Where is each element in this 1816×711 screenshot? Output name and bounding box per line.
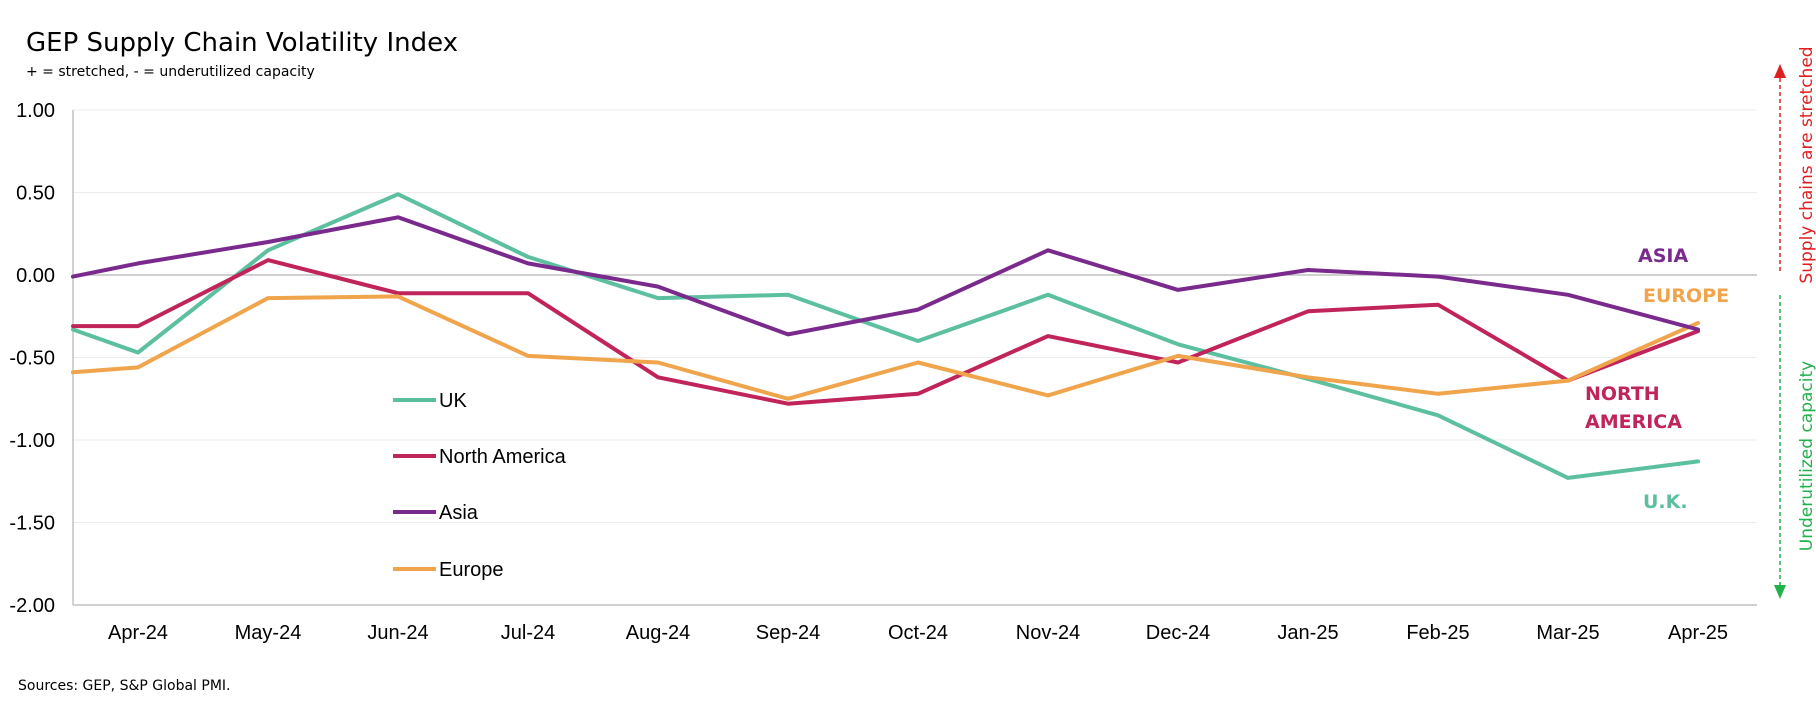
down-arrow-icon [1774, 585, 1786, 599]
x-tick-label: Apr-25 [1668, 622, 1728, 644]
y-tick-label: -1.00 [9, 430, 55, 452]
chart-subtitle: + = stretched, - = underutilized capacit… [26, 64, 315, 80]
y-tick-label: 0.00 [16, 265, 55, 287]
series-line-europe [71, 294, 1700, 401]
grid-lines [73, 109, 1757, 523]
x-tick-label: Jan-25 [1277, 622, 1338, 644]
y-tick-label: -0.50 [9, 348, 55, 370]
x-tick-label: Jul-24 [501, 622, 555, 644]
up-arrow-icon [1774, 64, 1786, 78]
series-line-asia [71, 215, 1700, 337]
x-tick-label: Dec-24 [1146, 622, 1210, 644]
y-tick-label: 1.00 [16, 100, 55, 122]
end-label-uk: U.K. [1643, 491, 1688, 513]
end-label-north-america: NORTH AMERICA [1585, 383, 1682, 433]
side-annotations: Supply chains are stretched Underutilized… [1774, 46, 1816, 599]
y-tick-labels: 1.00 0.50 0.00 -0.50 -1.00 -1.50 -2.00 [9, 100, 55, 617]
legend: UK North America Asia Europe [393, 390, 567, 581]
y-tick-label: 0.50 [16, 183, 55, 205]
end-labels: U.K. NORTH AMERICA ASIA EUROPE [1585, 245, 1729, 513]
x-tick-label: Apr-24 [108, 622, 168, 644]
y-tick-label: -1.50 [9, 513, 55, 535]
x-tick-label: Nov-24 [1016, 622, 1080, 644]
x-tick-label: Sep-24 [756, 622, 821, 644]
x-tick-label: Mar-25 [1536, 622, 1599, 644]
end-label-asia: ASIA [1638, 245, 1688, 267]
x-tick-label: Aug-24 [626, 622, 691, 644]
series-lines [71, 192, 1700, 480]
end-label-europe: EUROPE [1643, 285, 1729, 307]
axes [72, 110, 1757, 606]
x-tick-labels: Apr-24 May-24 Jun-24 Jul-24 Aug-24 Sep-24 Oct-… [108, 622, 1728, 644]
y-tick-label: -2.00 [9, 595, 55, 617]
x-tick-label: May-24 [235, 622, 302, 644]
series-line-north-america [71, 258, 1700, 406]
source-note: Sources: GEP, S&P Global PMI. [18, 678, 231, 694]
legend-label: Europe [439, 559, 504, 581]
x-tick-label: Feb-25 [1406, 622, 1469, 644]
underutilized-label: Underutilized capacity [1797, 361, 1816, 551]
legend-label: UK [439, 390, 467, 412]
x-tick-label: Oct-24 [888, 622, 948, 644]
legend-label: Asia [439, 502, 479, 524]
x-tick-label: Jun-24 [367, 622, 428, 644]
series-line-uk [71, 192, 1700, 480]
chart-title: GEP Supply Chain Volatility Index [26, 28, 459, 58]
legend-label: North America [439, 446, 567, 468]
stretched-label: Supply chains are stretched [1797, 46, 1816, 283]
